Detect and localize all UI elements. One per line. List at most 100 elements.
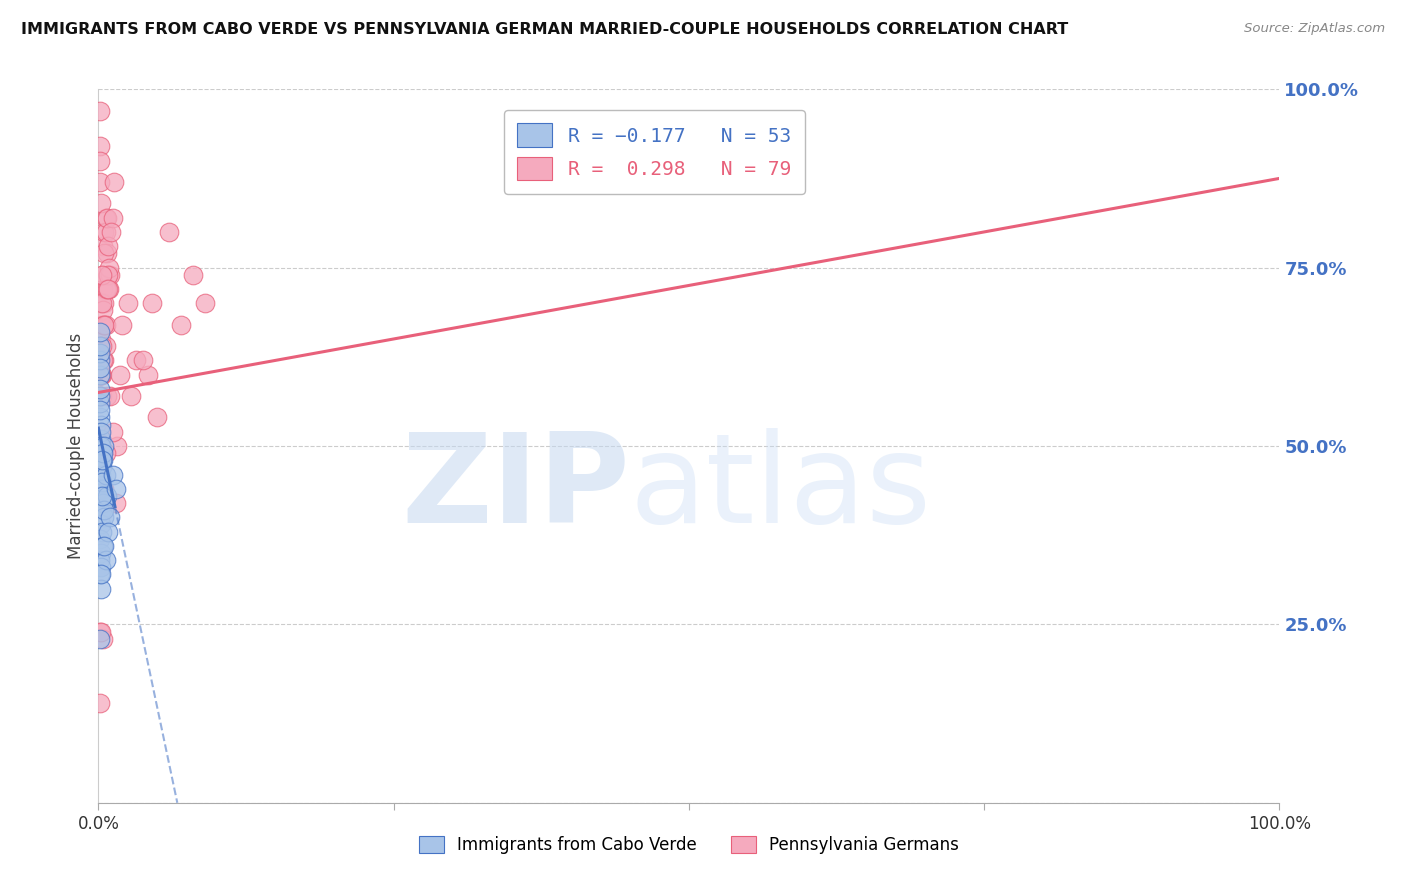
Point bbox=[90, 489, 112, 503]
Point bbox=[89, 532, 111, 546]
Point bbox=[89, 624, 111, 639]
Point bbox=[90, 196, 112, 211]
Point bbox=[89, 353, 111, 368]
Point bbox=[91, 339, 114, 353]
Point bbox=[93, 246, 115, 260]
Point bbox=[91, 268, 114, 282]
Point bbox=[94, 446, 117, 460]
Point bbox=[94, 467, 117, 482]
Point bbox=[89, 325, 111, 339]
Point bbox=[91, 503, 114, 517]
Point bbox=[132, 353, 155, 368]
Point bbox=[93, 510, 115, 524]
Point bbox=[90, 296, 112, 310]
Point bbox=[94, 318, 117, 332]
Point bbox=[105, 496, 128, 510]
Point bbox=[89, 425, 111, 439]
Point bbox=[93, 503, 115, 517]
Point bbox=[89, 389, 111, 403]
Point bbox=[91, 353, 114, 368]
Point bbox=[96, 389, 118, 403]
Text: atlas: atlas bbox=[630, 428, 932, 549]
Point bbox=[91, 453, 114, 467]
Point bbox=[98, 282, 121, 296]
Point bbox=[93, 296, 115, 310]
Point bbox=[89, 103, 111, 118]
Point bbox=[101, 425, 124, 439]
Point bbox=[90, 368, 112, 382]
Point bbox=[93, 318, 115, 332]
Point bbox=[91, 453, 114, 467]
Point bbox=[89, 353, 111, 368]
Point bbox=[98, 389, 121, 403]
Point bbox=[121, 389, 143, 403]
Point bbox=[141, 296, 163, 310]
Point bbox=[90, 368, 112, 382]
Point bbox=[89, 396, 111, 410]
Point bbox=[89, 696, 111, 710]
Point bbox=[90, 417, 112, 432]
Point bbox=[91, 303, 114, 318]
Point bbox=[93, 439, 115, 453]
Point bbox=[100, 225, 122, 239]
Point bbox=[94, 282, 117, 296]
Legend: Immigrants from Cabo Verde, Pennsylvania Germans: Immigrants from Cabo Verde, Pennsylvania… bbox=[411, 828, 967, 863]
Point bbox=[103, 175, 125, 189]
Point bbox=[91, 268, 114, 282]
Point bbox=[90, 318, 112, 332]
Point bbox=[89, 368, 111, 382]
Point bbox=[136, 368, 159, 382]
Point bbox=[89, 389, 111, 403]
Point bbox=[89, 339, 111, 353]
Point bbox=[91, 489, 114, 503]
Point bbox=[90, 582, 112, 596]
Point bbox=[89, 382, 111, 396]
Point bbox=[97, 524, 120, 539]
Point bbox=[93, 318, 115, 332]
Point bbox=[90, 332, 112, 346]
Point bbox=[89, 482, 111, 496]
Point bbox=[146, 410, 169, 425]
Point bbox=[96, 246, 118, 260]
Point bbox=[91, 632, 114, 646]
Point bbox=[94, 553, 117, 567]
Point bbox=[91, 446, 114, 460]
Point bbox=[125, 353, 148, 368]
Point bbox=[90, 546, 112, 560]
Point bbox=[96, 489, 118, 503]
Point bbox=[89, 139, 111, 153]
Point bbox=[89, 553, 111, 567]
Point bbox=[91, 482, 114, 496]
Point bbox=[91, 239, 114, 253]
Point bbox=[89, 368, 111, 382]
Point bbox=[91, 318, 114, 332]
Point bbox=[91, 353, 114, 368]
Point bbox=[108, 368, 131, 382]
Point bbox=[98, 268, 121, 282]
Point bbox=[97, 268, 120, 282]
Point bbox=[98, 510, 121, 524]
Point bbox=[93, 482, 115, 496]
Point bbox=[170, 318, 193, 332]
Point bbox=[91, 453, 114, 467]
Point bbox=[101, 467, 124, 482]
Point bbox=[91, 489, 114, 503]
Point bbox=[89, 339, 111, 353]
Point bbox=[91, 282, 114, 296]
Point bbox=[93, 539, 115, 553]
Point bbox=[89, 403, 111, 417]
Point bbox=[93, 353, 115, 368]
Point bbox=[94, 225, 117, 239]
Point bbox=[90, 560, 112, 574]
Point bbox=[91, 475, 114, 489]
Point bbox=[97, 282, 120, 296]
Point bbox=[90, 439, 112, 453]
Point bbox=[89, 346, 111, 360]
Point bbox=[90, 624, 112, 639]
Point bbox=[105, 482, 128, 496]
Point bbox=[91, 524, 114, 539]
Point bbox=[91, 496, 114, 510]
Point bbox=[105, 439, 128, 453]
Point bbox=[89, 153, 111, 168]
Point bbox=[194, 296, 217, 310]
